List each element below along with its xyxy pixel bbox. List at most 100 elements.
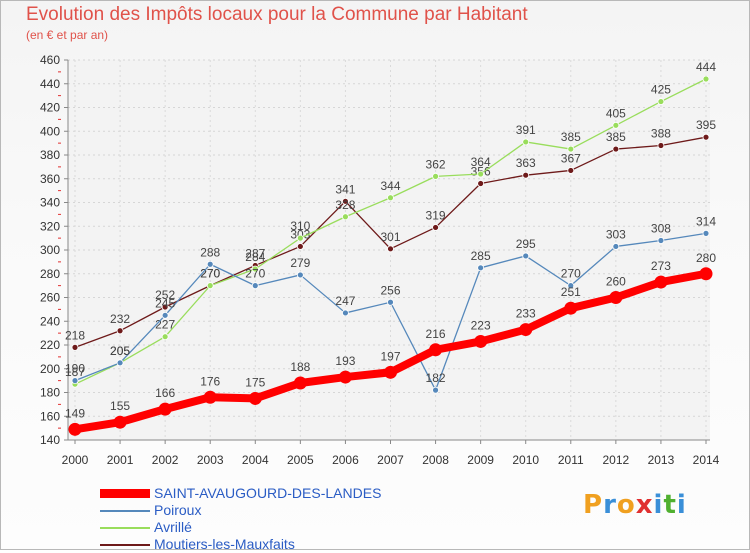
x-tick-label: 2006 [332, 453, 359, 467]
data-point [432, 224, 439, 231]
x-tick-label: 2004 [242, 453, 269, 467]
logo-letter: i [653, 490, 664, 520]
data-point [248, 391, 262, 405]
data-point [161, 311, 169, 319]
data-label: 288 [200, 245, 220, 259]
y-tick-label: 400 [40, 124, 60, 138]
data-label: 285 [471, 249, 491, 263]
data-label: 197 [380, 349, 400, 363]
legend-swatch [100, 510, 150, 512]
data-point [387, 298, 394, 306]
data-label: 363 [516, 156, 536, 170]
data-point [387, 194, 394, 202]
data-point [342, 213, 349, 221]
x-tick-label: 2001 [107, 453, 134, 467]
data-label: 319 [426, 208, 446, 222]
legend-swatch [100, 544, 150, 546]
chart-title: Evolution des Impôts locaux pour la Comm… [26, 4, 528, 25]
x-tick-label: 2000 [62, 453, 89, 467]
data-label: 287 [245, 246, 265, 260]
data-label: 205 [110, 344, 130, 358]
data-point [342, 309, 349, 317]
data-point [522, 138, 530, 146]
data-point [702, 75, 710, 83]
legend-swatch [100, 527, 150, 529]
data-label: 310 [290, 219, 310, 233]
data-label: 284 [245, 250, 265, 264]
data-point [384, 365, 397, 379]
data-label: 362 [426, 157, 446, 171]
data-label: 279 [290, 256, 310, 270]
data-label: 175 [245, 375, 265, 389]
data-point [519, 323, 533, 337]
logo-letter: r [603, 490, 617, 520]
data-point [612, 121, 620, 129]
data-point [296, 243, 304, 250]
data-point [702, 229, 710, 237]
data-point [567, 145, 575, 153]
data-label: 216 [426, 327, 446, 341]
data-point [387, 245, 394, 253]
data-label: 218 [65, 328, 85, 342]
data-label: 232 [110, 312, 130, 326]
data-point [477, 170, 485, 178]
y-tick-label: 300 [40, 243, 60, 257]
x-tick-label: 2008 [422, 453, 449, 467]
data-label: 388 [651, 127, 671, 141]
data-label: 187 [65, 365, 85, 379]
data-label: 280 [696, 251, 716, 265]
data-point [564, 301, 578, 315]
data-point [702, 133, 710, 141]
data-point [477, 180, 485, 187]
x-tick-label: 2005 [287, 453, 314, 467]
x-tick-label: 2002 [152, 453, 179, 467]
x-tick-label: 2009 [467, 453, 494, 467]
y-tick-label: 140 [40, 433, 60, 447]
data-point [432, 172, 439, 180]
data-label: 205 [110, 344, 130, 358]
y-tick-label: 320 [40, 219, 60, 233]
data-point [567, 167, 575, 174]
data-label: 166 [155, 386, 175, 400]
data-point [432, 386, 439, 394]
data-point [522, 171, 530, 179]
data-label: 149 [65, 406, 85, 420]
data-label: 251 [561, 285, 581, 299]
data-point [296, 234, 304, 242]
logo-letter: x [635, 490, 654, 520]
data-label: 247 [335, 294, 355, 308]
data-label: 303 [606, 227, 626, 241]
data-point [161, 333, 169, 341]
logo-letter: i [676, 490, 687, 520]
data-point [474, 334, 488, 348]
data-label: 314 [696, 214, 716, 228]
y-tick-label: 200 [40, 362, 60, 376]
x-tick-label: 2007 [377, 453, 404, 467]
data-label: 188 [290, 360, 310, 374]
logo-letter: o [616, 490, 636, 520]
data-point [338, 370, 352, 384]
data-point [657, 98, 665, 105]
data-point [206, 260, 214, 268]
y-tick-label: 240 [40, 314, 60, 328]
data-label: 176 [200, 374, 220, 388]
data-point [657, 142, 665, 149]
y-tick-label: 160 [40, 409, 60, 423]
data-label: 385 [606, 130, 626, 144]
data-label: 193 [335, 354, 355, 368]
y-tick-label: 260 [40, 291, 60, 305]
x-tick-label: 2003 [197, 453, 224, 467]
legend-label: SAINT-AVAUGOURD-DES-LANDES [154, 485, 382, 501]
y-tick-label: 340 [40, 196, 60, 210]
data-label: 233 [516, 307, 536, 321]
x-tick-label: 2011 [558, 453, 584, 467]
data-label: 444 [696, 60, 716, 74]
y-tick-label: 460 [40, 53, 60, 67]
data-point [68, 422, 82, 436]
y-tick-label: 380 [40, 148, 60, 162]
data-label: 344 [380, 179, 400, 193]
data-point [342, 197, 349, 205]
data-point [161, 303, 169, 311]
data-label: 395 [696, 118, 716, 132]
